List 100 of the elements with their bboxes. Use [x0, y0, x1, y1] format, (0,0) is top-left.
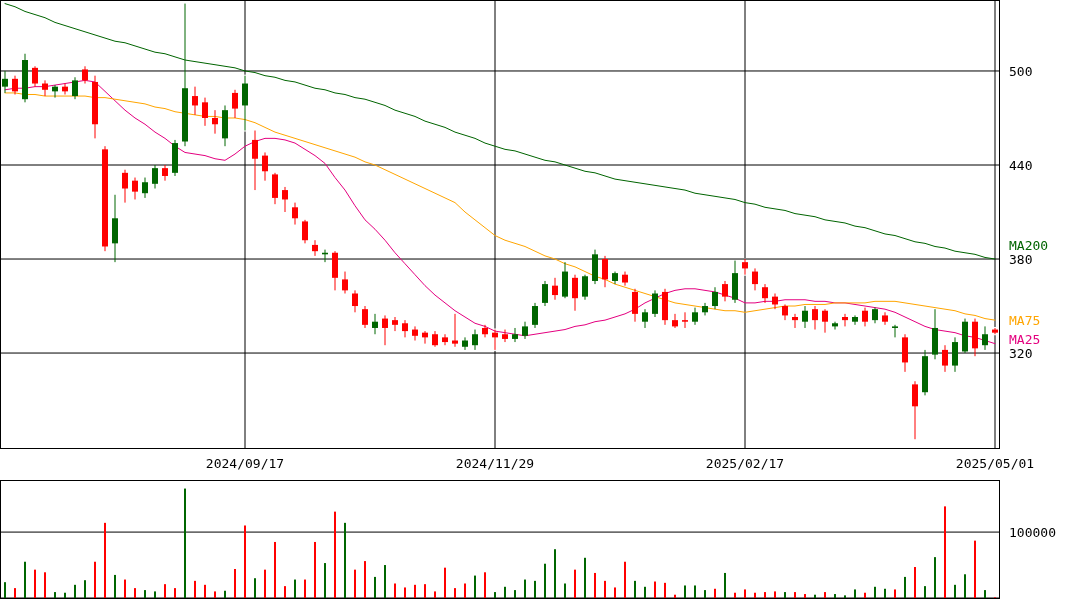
- bar: [314, 541, 316, 598]
- candlestick: [892, 324, 898, 338]
- bar: [894, 589, 896, 598]
- bar: [24, 561, 26, 598]
- bar: [924, 586, 926, 598]
- candlestick: [232, 89, 238, 119]
- bar: [324, 563, 326, 598]
- candlestick: [542, 280, 548, 307]
- bar: [554, 549, 556, 598]
- bar: [54, 592, 56, 598]
- candlestick: [2, 70, 8, 94]
- bar: [584, 557, 586, 598]
- candlestick: [502, 329, 508, 343]
- candlestick: [202, 97, 208, 127]
- bar: [274, 541, 276, 598]
- bar: [444, 567, 446, 598]
- bar: [144, 590, 146, 598]
- candlestick: [832, 321, 838, 331]
- bar: [164, 584, 166, 598]
- candlestick: [952, 336, 958, 373]
- candlestick: [572, 274, 578, 312]
- x-tick-label: 2024/09/17: [205, 456, 285, 471]
- candlestick: [792, 313, 798, 329]
- candlestick: [552, 277, 558, 301]
- series-label: MA200: [1009, 237, 1049, 253]
- bar: [414, 584, 416, 598]
- bar: [4, 582, 6, 598]
- candlestick: [392, 316, 398, 332]
- bar: [904, 576, 906, 598]
- candlestick: [532, 302, 538, 329]
- bar: [154, 591, 156, 598]
- candlestick: [72, 76, 78, 100]
- bar: [804, 594, 806, 598]
- candlestick: [362, 305, 368, 329]
- candlestick: [982, 325, 988, 351]
- bar: [654, 581, 656, 598]
- y-tick-label: 100000: [1009, 524, 1056, 540]
- candlestick: [192, 86, 198, 116]
- candlestick: [712, 286, 718, 310]
- bar: [844, 595, 846, 598]
- bar: [464, 583, 466, 598]
- bar: [264, 569, 266, 598]
- bar: [974, 540, 976, 598]
- candlestick: [482, 324, 488, 338]
- bar: [604, 580, 606, 598]
- bar: [724, 572, 726, 598]
- candlestick: [752, 267, 758, 291]
- bar: [694, 585, 696, 598]
- candlestick: [352, 289, 358, 313]
- bar: [914, 567, 916, 598]
- candlestick: [822, 308, 828, 334]
- bar: [824, 592, 826, 598]
- candlestick: [652, 289, 658, 318]
- bar: [374, 576, 376, 598]
- bar: [714, 588, 716, 598]
- bar: [484, 572, 486, 598]
- bar: [104, 522, 106, 598]
- candlestick: [142, 177, 148, 199]
- candlestick: [32, 65, 38, 88]
- bar: [434, 591, 436, 598]
- bar: [744, 589, 746, 598]
- bar: [684, 585, 686, 598]
- bar: [964, 574, 966, 598]
- candlestick: [602, 255, 608, 288]
- candlestick: [442, 333, 448, 346]
- bar: [114, 574, 116, 598]
- candlestick: [412, 325, 418, 342]
- candlestick: [292, 202, 298, 226]
- bar: [214, 591, 216, 598]
- candlestick: [402, 319, 408, 338]
- candlestick: [802, 305, 808, 329]
- bar: [244, 525, 246, 598]
- bar: [984, 590, 986, 598]
- bar: [644, 586, 646, 598]
- bar: [544, 563, 546, 598]
- candlestick: [882, 311, 888, 326]
- candlestick: [722, 280, 728, 302]
- bar: [854, 589, 856, 598]
- bar: [734, 592, 736, 598]
- bar: [864, 592, 866, 598]
- candlestick: [942, 344, 948, 373]
- series-label: MA25: [1009, 331, 1041, 347]
- bar: [174, 588, 176, 598]
- bar: [494, 592, 496, 598]
- bar: [344, 522, 346, 598]
- candlestick: [812, 305, 818, 331]
- candlestick: [342, 271, 348, 294]
- candlestick: [132, 177, 138, 200]
- bar: [834, 594, 836, 598]
- bar: [594, 572, 596, 598]
- series-label: MA75: [1009, 312, 1041, 328]
- bar: [534, 580, 536, 598]
- bar: [284, 586, 286, 598]
- bar: [44, 572, 46, 598]
- bar: [304, 579, 306, 598]
- candlestick: [462, 336, 468, 351]
- candlestick: [912, 380, 918, 440]
- bar: [454, 588, 456, 598]
- bar: [194, 580, 196, 598]
- candlestick: [742, 258, 748, 276]
